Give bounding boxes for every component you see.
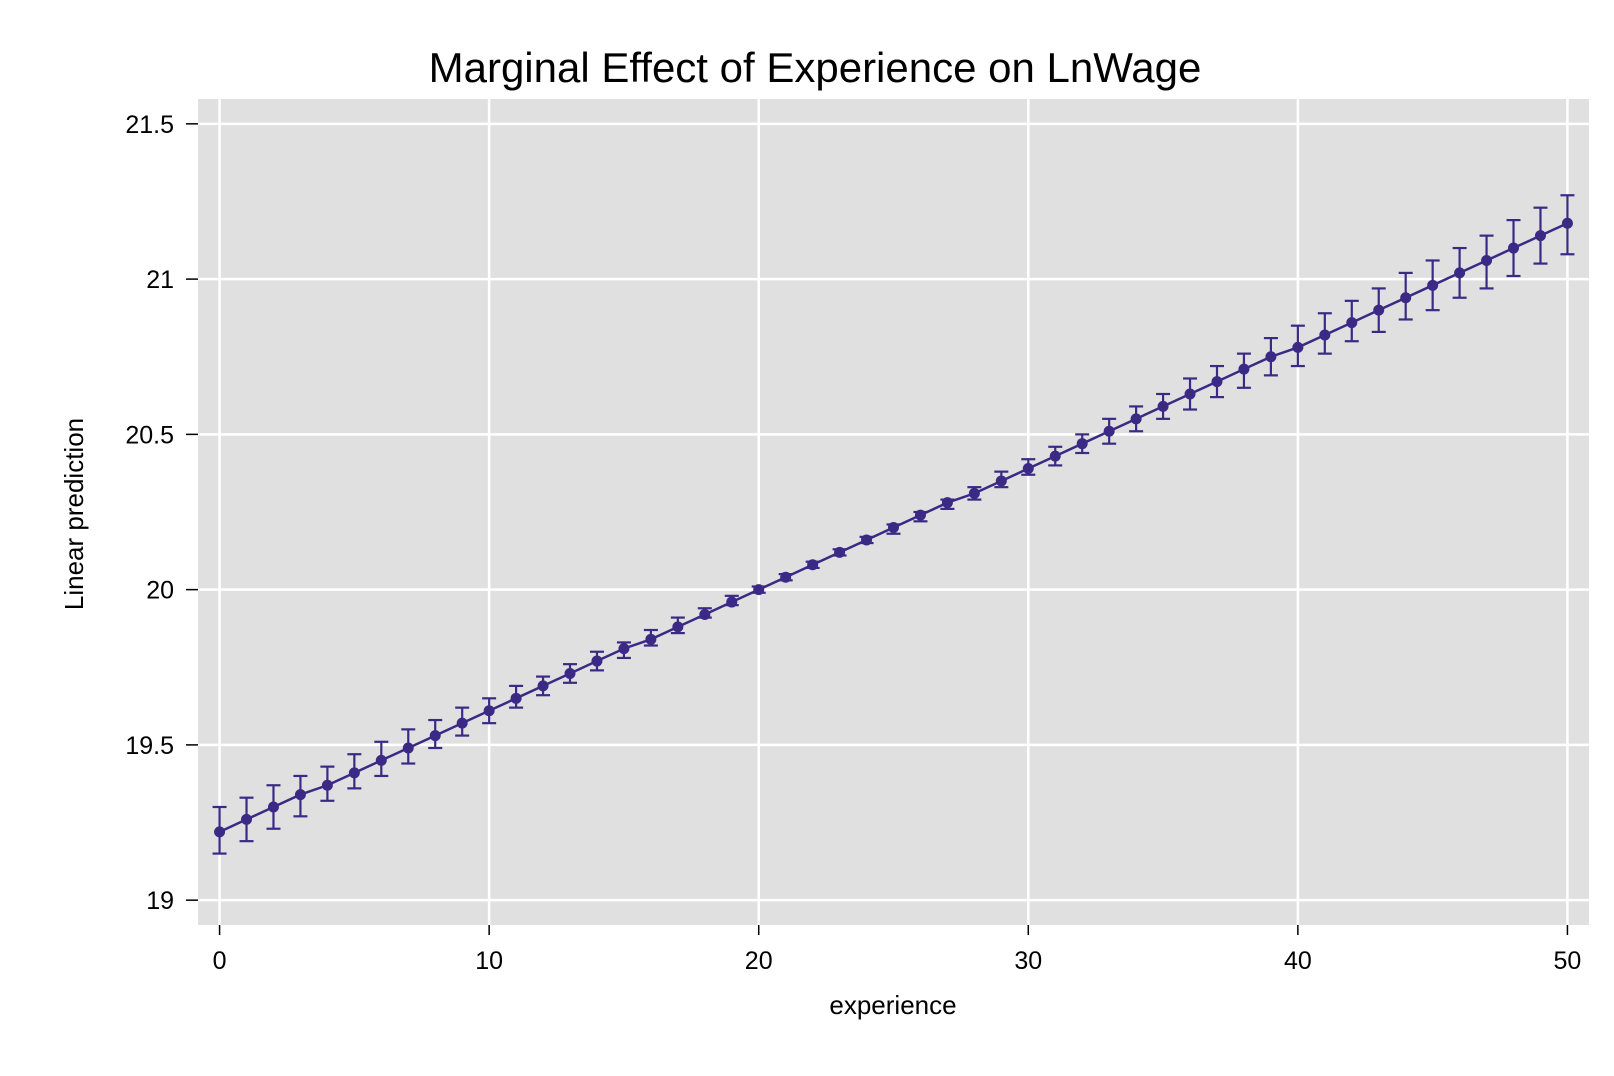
x-tick-label: 50 (1554, 947, 1582, 975)
data-point (1508, 242, 1520, 254)
gridlines (198, 99, 1589, 925)
data-point (483, 705, 495, 717)
data-point (321, 779, 333, 791)
data-point (537, 680, 549, 692)
data-point (861, 534, 873, 546)
x-axis-label: experience (829, 990, 956, 1020)
data-point (375, 754, 387, 766)
y-tick-label: 21.5 (125, 111, 174, 139)
data-point (456, 717, 468, 729)
data-point (941, 497, 953, 509)
data-point (1346, 317, 1358, 329)
data-point (888, 522, 899, 534)
data-point (1561, 217, 1573, 229)
data-point (995, 475, 1007, 487)
data-point (1076, 438, 1088, 450)
data-point (1292, 341, 1304, 353)
y-tick-label: 20 (146, 577, 174, 605)
plot-area (198, 99, 1589, 925)
data-point (591, 655, 603, 667)
data-point (1022, 463, 1034, 475)
data-point (1103, 425, 1115, 437)
data-point (1400, 292, 1412, 304)
data-point (348, 767, 360, 779)
data-point (1238, 363, 1250, 375)
x-tick-label: 0 (213, 947, 227, 975)
data-point (1265, 351, 1277, 363)
data-point (402, 742, 414, 754)
data-point (1184, 388, 1196, 400)
data-point (914, 509, 926, 521)
x-tick-label: 20 (745, 947, 773, 975)
data-point (214, 826, 226, 838)
data-point (618, 643, 630, 655)
data-point (1157, 400, 1169, 412)
data-point (1534, 230, 1546, 242)
data-point (968, 487, 980, 499)
data-point (1211, 376, 1223, 388)
data-point (1049, 450, 1061, 462)
chart-title: Marginal Effect of Experience on LnWage (429, 44, 1202, 91)
data-point (510, 692, 522, 704)
data-point (780, 571, 792, 583)
data-point (1373, 304, 1385, 316)
data-point (564, 667, 576, 679)
data-point (294, 789, 306, 801)
x-tick-label: 30 (1014, 947, 1042, 975)
y-tick-label: 20.5 (125, 421, 174, 449)
data-point (429, 730, 441, 742)
data-series (212, 194, 1575, 855)
data-point (1319, 329, 1331, 341)
data-point (726, 596, 738, 608)
data-point (267, 801, 279, 813)
data-point (1427, 279, 1439, 291)
y-tick-label: 19.5 (125, 732, 174, 760)
axes: 0 10 20 30 40 50 19 19.5 20 20.5 21 21.5 (125, 111, 1581, 975)
data-point (645, 633, 657, 645)
data-point (699, 608, 711, 620)
data-point (672, 621, 684, 633)
y-tick-label: 19 (146, 887, 174, 915)
data-point (807, 559, 819, 571)
data-point (241, 813, 253, 825)
y-axis-label: Linear prediction (59, 418, 89, 610)
data-point (753, 584, 765, 596)
data-point (834, 546, 846, 558)
x-tick-label: 10 (475, 947, 503, 975)
data-point (1481, 254, 1493, 266)
y-tick-label: 21 (146, 266, 174, 294)
data-point (1454, 267, 1466, 279)
data-point (1130, 413, 1142, 425)
x-tick-label: 40 (1284, 947, 1312, 975)
